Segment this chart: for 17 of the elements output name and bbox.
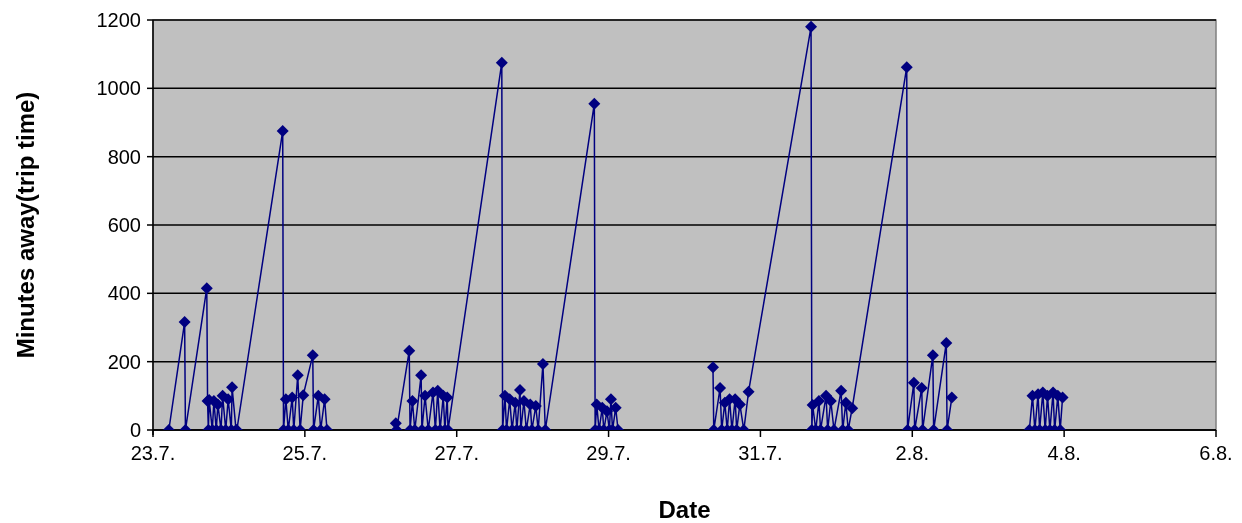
x-tick-label: 4.8. — [1047, 442, 1081, 464]
x-tick-label: 25.7. — [282, 442, 328, 464]
x-tick-label: 29.7. — [586, 442, 631, 464]
y-tick-label: 0 — [129, 419, 141, 441]
y-tick-label: 200 — [107, 350, 141, 373]
y-tick-label: 1200 — [96, 9, 141, 31]
x-tick-label: 6.8. — [1199, 442, 1233, 464]
y-tick-label: 1000 — [96, 77, 141, 100]
x-tick-label: 31.7. — [738, 442, 783, 464]
y-tick-label: 800 — [107, 145, 141, 168]
y-tick-label: 600 — [107, 214, 141, 236]
x-tick-label: 2.8. — [895, 442, 929, 464]
x-tick-label: 23.7. — [130, 442, 176, 464]
x-tick-label: 27.7. — [434, 442, 479, 464]
x-axis-title: Date — [658, 496, 711, 523]
y-tick-label: 400 — [107, 282, 141, 305]
y-axis-title: Minutes away(trip time) — [12, 91, 39, 359]
